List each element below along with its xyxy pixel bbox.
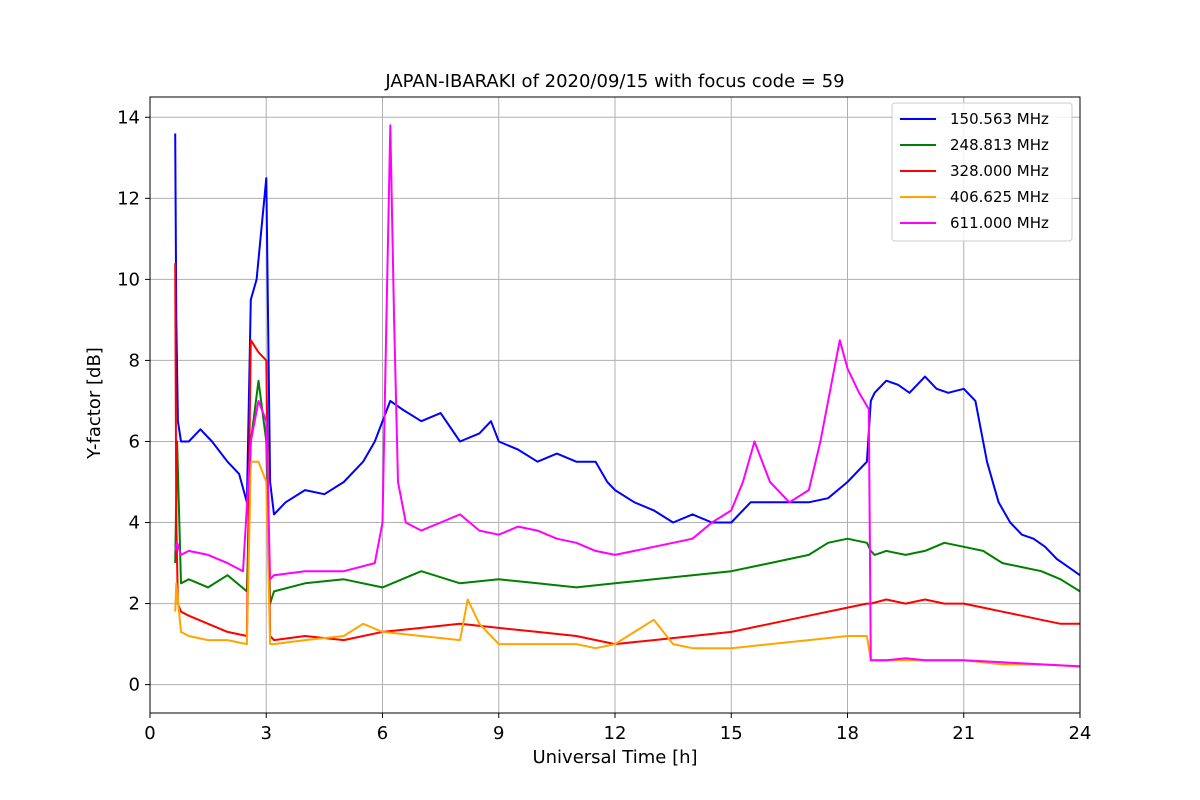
x-tick-label: 24 (1069, 723, 1092, 744)
series-layer (174, 124, 1081, 668)
legend: 150.563 MHz 248.813 MHz 328.000 MHz 406.625… (891, 102, 1073, 242)
y-tick-label: 10 (117, 269, 140, 290)
y-tick-label: 8 (129, 350, 140, 371)
x-tick-label: 0 (144, 723, 155, 744)
x-tick-label: 21 (952, 723, 975, 744)
series-line-5 (174, 124, 1081, 668)
x-axis-title: Universal Time [h] (532, 747, 697, 768)
series-line-3 (174, 263, 1080, 646)
x-tick-label: 3 (261, 723, 272, 744)
y-tick-label: 0 (129, 675, 140, 696)
legend-label: 248.813 MHz (950, 136, 1049, 154)
x-tick-label: 9 (493, 723, 504, 744)
y-axis-title: Y-factor [dB] (84, 347, 105, 460)
x-tick-label: 6 (377, 723, 388, 744)
y-tick-label: 14 (117, 107, 140, 128)
series-line-1 (174, 133, 1081, 577)
legend-label: 406.625 MHz (950, 188, 1049, 206)
legend-label: 328.000 MHz (950, 162, 1049, 180)
x-tick-label: 18 (836, 723, 859, 744)
y-tick-label: 6 (129, 431, 140, 452)
legend-label: 611.000 MHz (950, 214, 1049, 232)
chart-title: JAPAN-IBARAKI of 2020/09/15 with focus c… (384, 71, 844, 92)
legend-label: 150.563 MHz (950, 110, 1049, 128)
y-tick-label: 4 (129, 513, 140, 534)
x-tick-label: 12 (604, 723, 627, 744)
series-line-4 (174, 460, 1081, 668)
legend-box (891, 102, 1073, 242)
y-tick-label: 12 (117, 188, 140, 209)
y-tick-label: 2 (129, 594, 140, 615)
x-tick-label: 15 (720, 723, 743, 744)
